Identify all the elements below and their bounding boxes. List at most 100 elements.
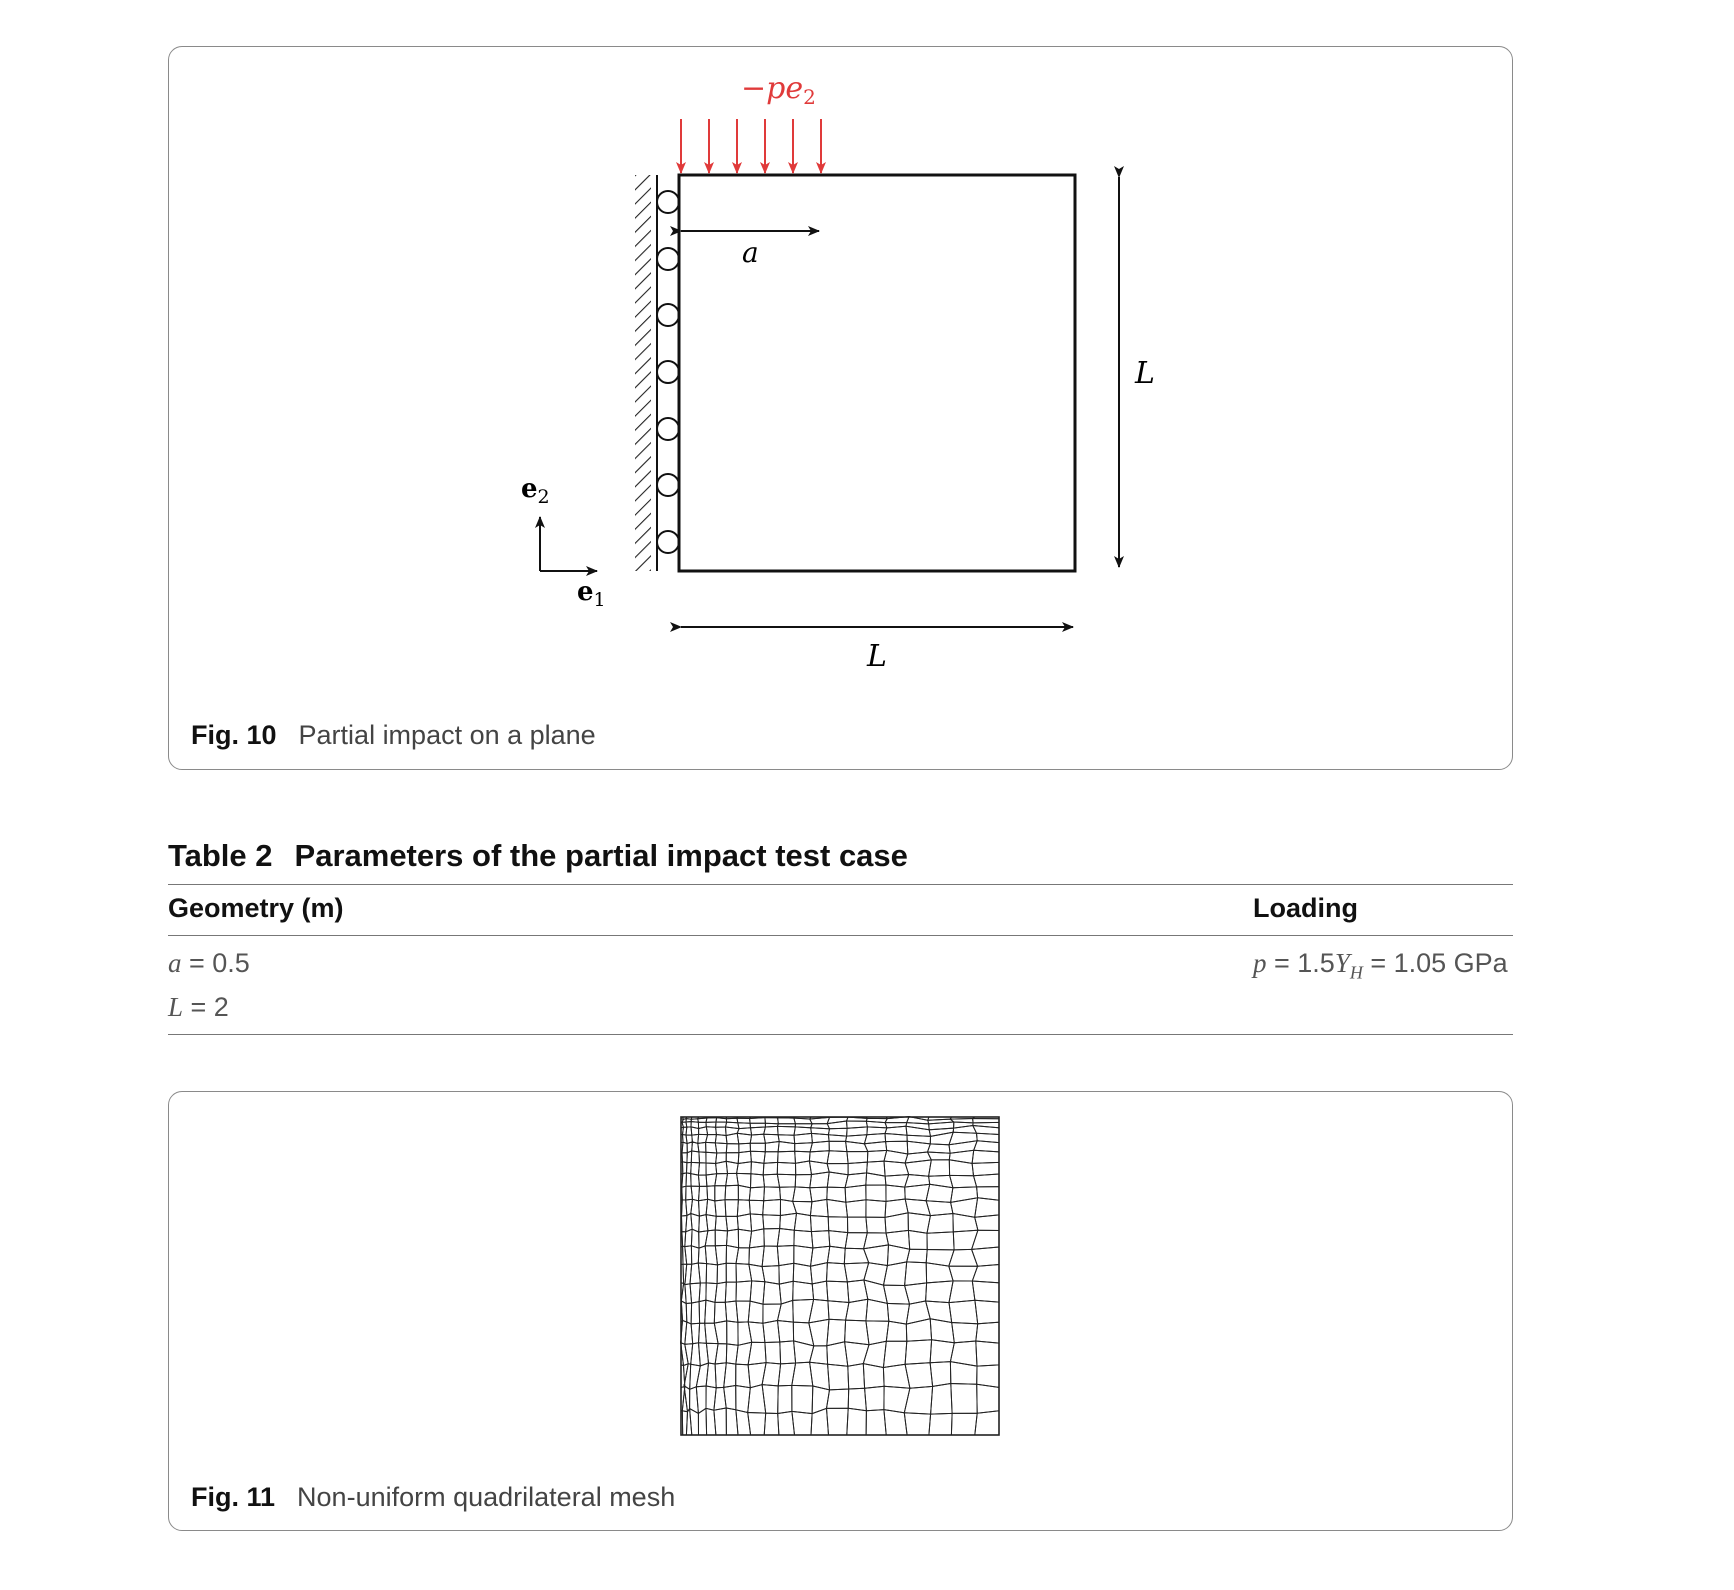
mesh-element [884, 1212, 909, 1234]
mesh-element [826, 1171, 849, 1189]
mesh-element [761, 1384, 779, 1415]
mesh-element [749, 1173, 766, 1189]
mesh-element [793, 1132, 813, 1145]
mesh-element [844, 1319, 870, 1346]
mesh-element [794, 1142, 814, 1153]
mesh-element [697, 1185, 709, 1202]
dimension-L-vertical-label: L [1134, 356, 1155, 391]
mesh-element [809, 1171, 830, 1189]
mesh-element [793, 1212, 812, 1233]
mesh-element [948, 1174, 978, 1189]
mesh-element [929, 1318, 955, 1344]
mesh-element [726, 1320, 739, 1346]
mesh-element [794, 1160, 813, 1176]
mesh-element [844, 1341, 870, 1367]
mesh-element [827, 1134, 848, 1142]
roller-supports [656, 190, 680, 554]
table-bottom-rule [168, 1034, 1513, 1035]
mesh-element [683, 1384, 691, 1414]
mesh-element [843, 1262, 870, 1283]
mesh-element [725, 1132, 740, 1145]
mesh-element [926, 1151, 951, 1161]
mesh-element [972, 1173, 1000, 1188]
mesh-element [865, 1216, 887, 1234]
mesh-element [736, 1161, 752, 1175]
figure-11-number: Fig. 11 [191, 1482, 276, 1512]
mesh-element [714, 1142, 728, 1154]
mesh-element [715, 1117, 728, 1123]
mesh-element [950, 1412, 978, 1436]
mesh-element [843, 1247, 870, 1265]
mesh-element [748, 1186, 766, 1202]
mesh-element [737, 1184, 752, 1201]
mesh-element [948, 1159, 975, 1177]
mesh-element [905, 1122, 930, 1131]
mesh-element [974, 1214, 1000, 1232]
mesh-element [747, 1300, 764, 1324]
mesh-element [713, 1407, 727, 1436]
mesh-element [714, 1185, 727, 1202]
mesh-element [749, 1213, 765, 1232]
mesh-element [725, 1143, 740, 1154]
mesh-element [697, 1407, 708, 1436]
mesh-element [828, 1140, 848, 1153]
pressure-load-arrows [676, 119, 826, 174]
mesh-element [975, 1340, 1000, 1367]
mesh-boundary [680, 1116, 1000, 1436]
mesh-element [724, 1281, 737, 1303]
mesh-element [747, 1321, 766, 1344]
mesh-element [865, 1409, 887, 1436]
mesh-element [749, 1280, 766, 1305]
mesh-element [809, 1214, 830, 1233]
mesh-element [792, 1186, 813, 1203]
axis-e2-label: e2 [521, 474, 550, 508]
mesh-element [762, 1319, 781, 1344]
mesh-element [883, 1409, 908, 1436]
mesh-element [776, 1319, 795, 1343]
mesh-element [862, 1340, 887, 1369]
mesh-element [825, 1388, 850, 1409]
mesh-element [714, 1229, 729, 1247]
mesh-element [904, 1159, 932, 1177]
mesh-element [970, 1229, 1000, 1250]
mesh-element [847, 1363, 866, 1390]
mesh-element [749, 1133, 767, 1144]
header-geometry: Geometry (m) [168, 893, 344, 923]
figure-10-caption-text: Partial impact on a plane [298, 720, 596, 750]
mesh-element [716, 1262, 727, 1285]
mesh-element [777, 1117, 797, 1125]
mesh-element [748, 1199, 765, 1216]
square-domain [677, 173, 1077, 573]
axis-e1-label: e1 [577, 577, 606, 611]
mesh-element [808, 1116, 831, 1125]
mesh-element [705, 1362, 717, 1389]
mesh-element [725, 1228, 740, 1249]
mesh-element [846, 1150, 869, 1165]
mesh-element [690, 1245, 700, 1265]
mesh-element [777, 1362, 797, 1387]
mesh-element [776, 1244, 795, 1267]
mesh-element [865, 1199, 887, 1218]
cell-geometry-L: L = 2 [168, 992, 229, 1022]
table-top-rule [168, 884, 1513, 885]
table-row: a = 0.5 p = 1.5YH = 1.05 GPa [168, 940, 1513, 984]
mesh-element [930, 1382, 953, 1415]
mesh-element [809, 1261, 828, 1285]
dimension-L-horizontal-label: L [866, 639, 887, 674]
mesh-element [714, 1343, 728, 1365]
mesh-element [698, 1282, 707, 1303]
mesh-element [705, 1263, 719, 1285]
mesh-element [778, 1262, 795, 1285]
mesh-element [827, 1216, 849, 1234]
mesh-element [690, 1228, 700, 1249]
mesh-element [949, 1361, 978, 1385]
mesh-element [705, 1162, 718, 1176]
table-2: Table 2 Parameters of the partial impact … [168, 838, 1513, 1035]
mesh-element [907, 1212, 931, 1234]
mesh-element [826, 1198, 849, 1218]
mesh-element [777, 1150, 797, 1164]
mesh-element [971, 1263, 1000, 1284]
dimension-a-label: a [742, 236, 759, 269]
mesh-element [705, 1151, 718, 1165]
mesh-element [714, 1281, 727, 1303]
